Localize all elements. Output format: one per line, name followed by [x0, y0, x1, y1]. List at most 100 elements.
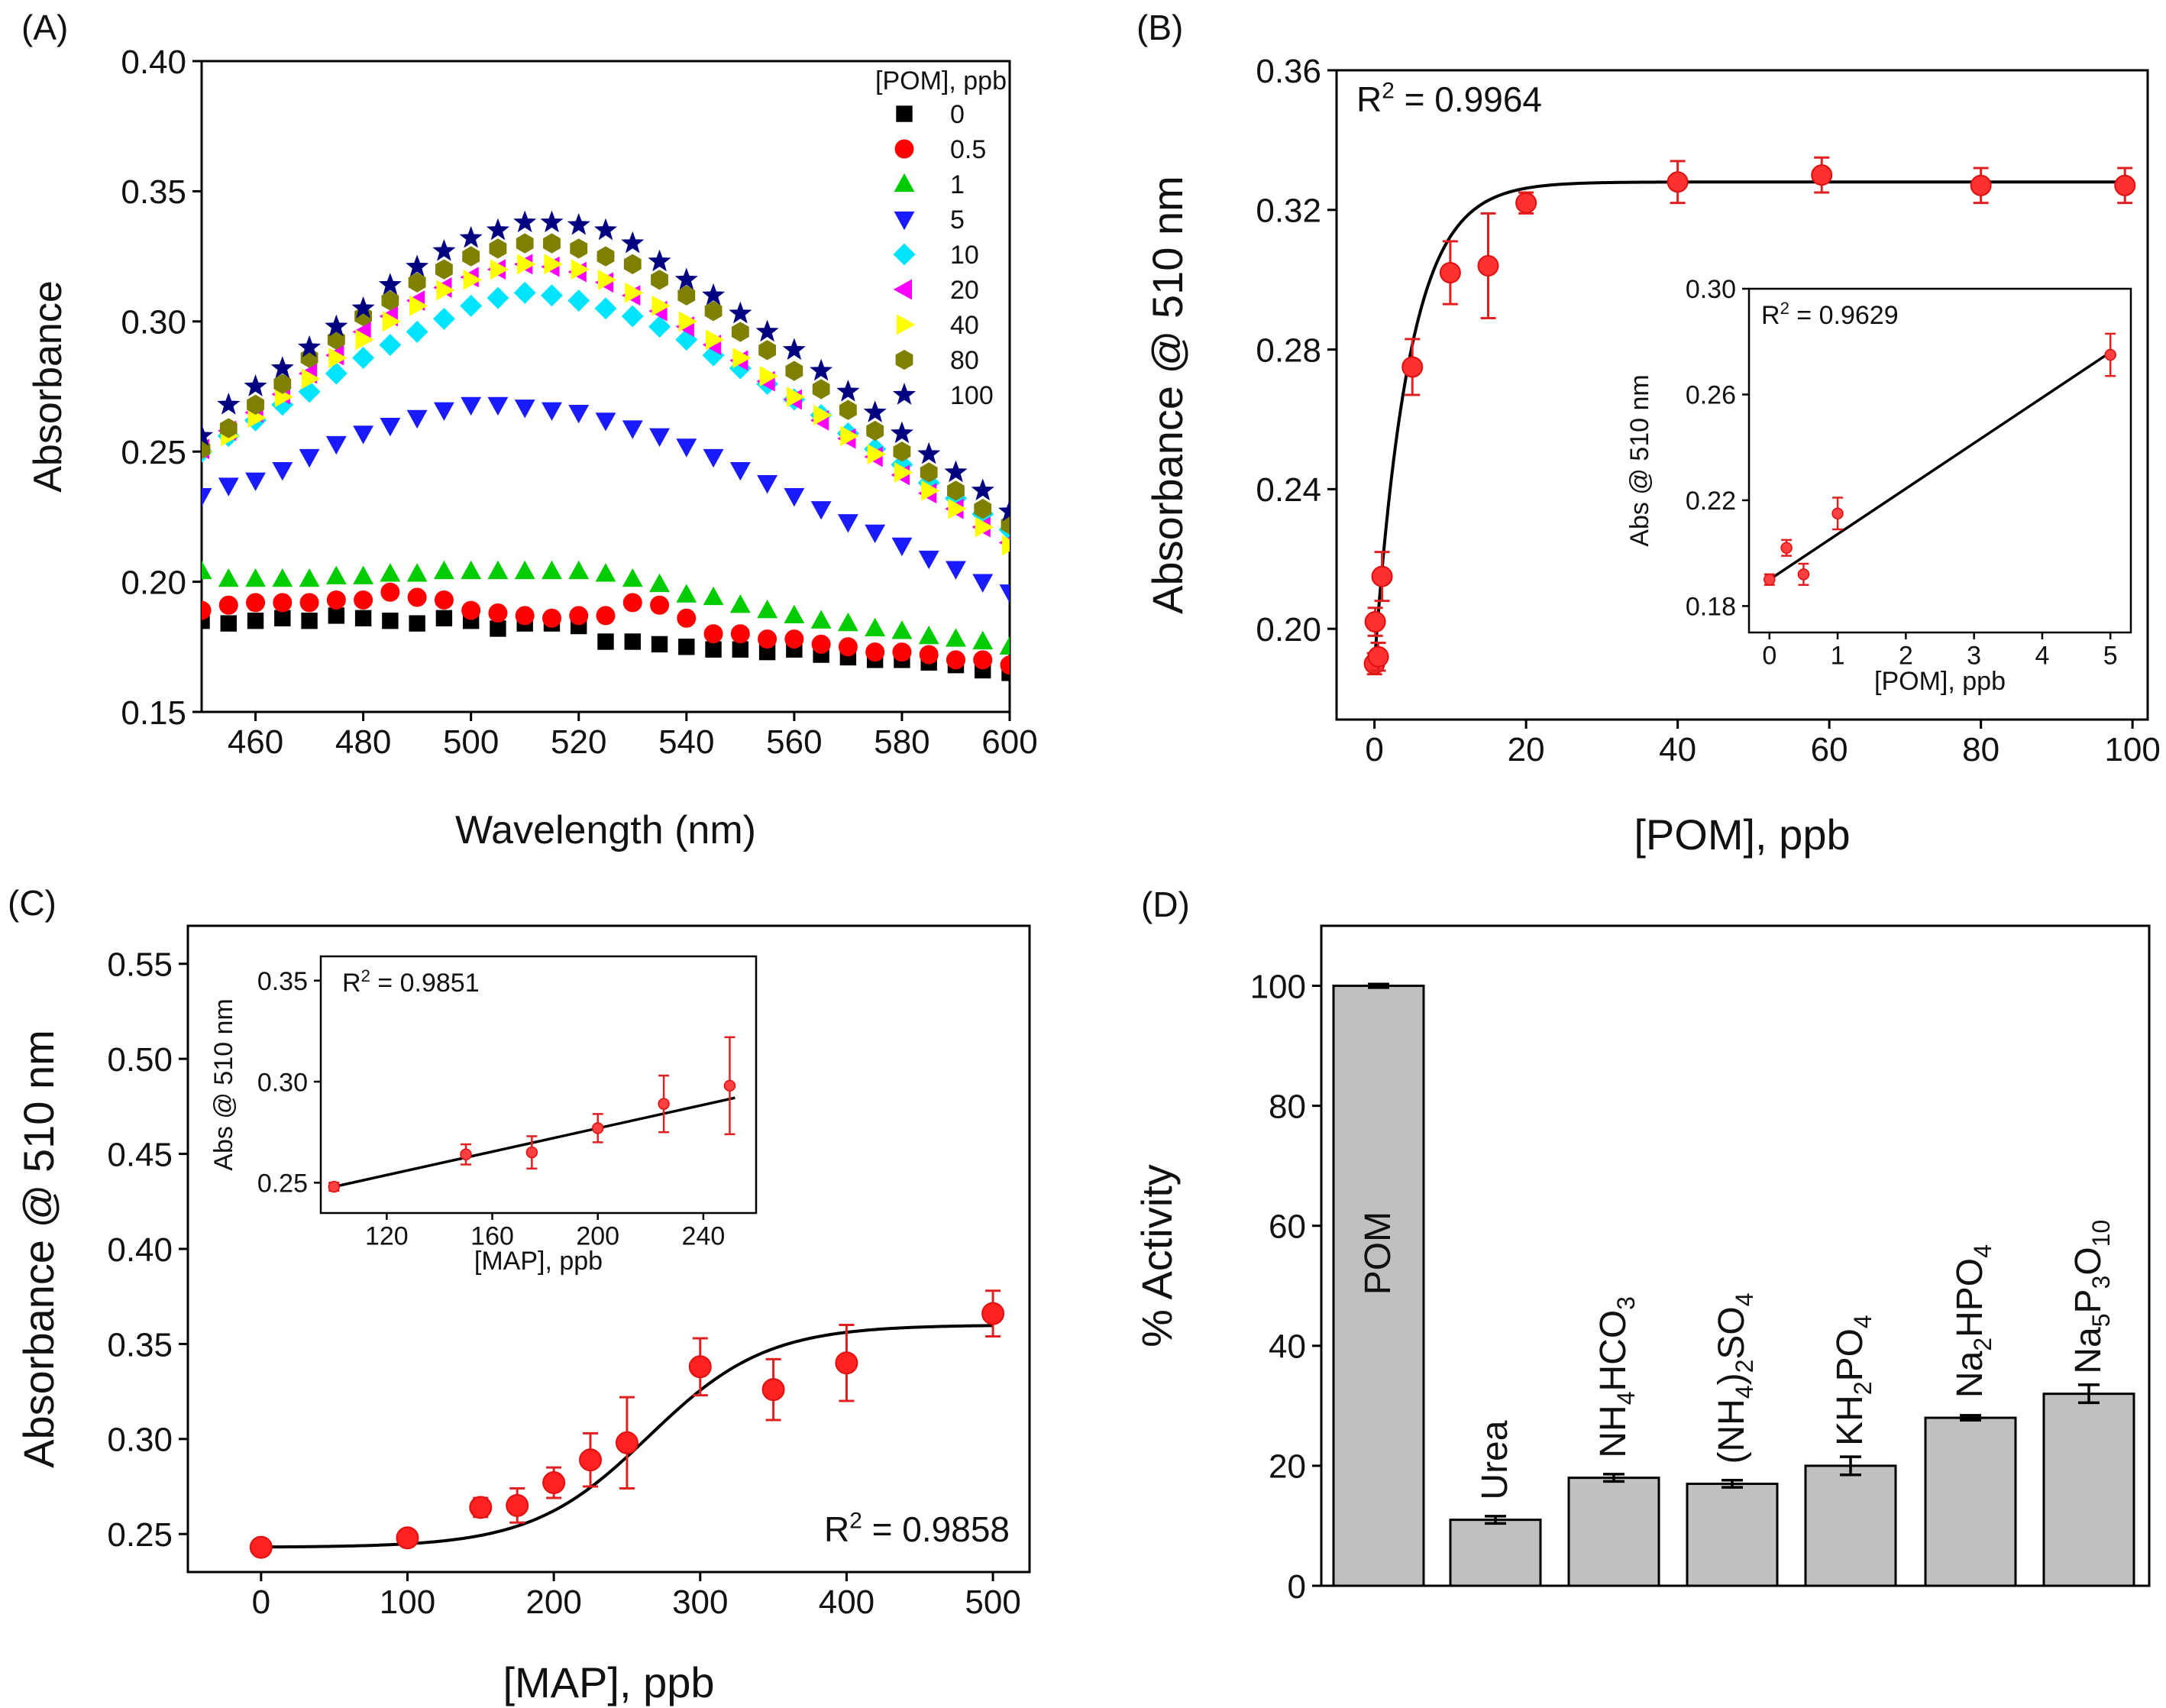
data-point-1	[461, 560, 482, 580]
plot-frame	[1335, 69, 2149, 721]
data-point-0	[435, 610, 453, 627]
data-point-5	[999, 584, 1010, 603]
panel-c-x-tick-label: 200	[525, 1583, 581, 1621]
data-point-0	[354, 610, 372, 627]
panel-label: (D)	[1141, 885, 1190, 924]
inset-c-y-axis-title: Abs @ 510 nm	[209, 998, 238, 1170]
panel-d-y-tick-label: 0	[1288, 1568, 1306, 1606]
data-point-5	[649, 428, 670, 447]
data-point-100	[513, 210, 537, 233]
panel-c-data-point	[615, 1431, 638, 1454]
data-point-1	[299, 568, 320, 587]
inset-b-x-tick-label: 5	[2103, 641, 2118, 670]
data-point-5	[514, 400, 535, 419]
data-point-5	[757, 474, 778, 494]
data-point-40	[355, 329, 374, 351]
data-point-5	[946, 561, 966, 580]
panel-c-data-point	[835, 1351, 858, 1375]
data-point-80	[462, 246, 480, 267]
inset-b-y-tick-label: 0.18	[1686, 593, 1736, 622]
panel-label: (A)	[21, 8, 68, 47]
data-point-100	[244, 374, 267, 396]
legend-marker-0_5	[894, 139, 914, 159]
series-5	[202, 396, 1010, 603]
inset-c-x-tick-label: 200	[576, 1221, 619, 1250]
data-point-40	[786, 387, 806, 408]
data-point-1	[676, 584, 697, 603]
legend-label: 1	[950, 170, 965, 199]
data-point-100	[406, 254, 429, 277]
data-point-5	[865, 524, 886, 544]
bar-label: Na2HPO4	[1950, 1244, 1996, 1398]
bar-label: POM	[1358, 1211, 1398, 1295]
data-point-80	[219, 418, 238, 438]
panel-b-r-squared: R2 = 0.9964	[1356, 79, 1542, 119]
panel-c-y-tick-label: 0.25	[107, 1516, 173, 1554]
inset-c-fit-line	[333, 1096, 735, 1189]
data-point-0	[409, 615, 425, 632]
panel-b-data-point	[1367, 645, 1389, 668]
panel-d: 0 20 40 60 80 100 % Activity POM Urea NH4HCO3 (NH4…	[1133, 924, 2151, 1606]
panel-c-y-tick-label: 0.30	[107, 1422, 173, 1459]
data-point-100	[971, 478, 994, 501]
data-point-0_5	[919, 645, 939, 665]
data-point-100	[674, 267, 698, 290]
bar-label: Urea	[1475, 1420, 1515, 1499]
panel-label: (B)	[1136, 8, 1183, 47]
data-point-1	[542, 560, 562, 580]
data-point-10	[460, 294, 483, 317]
panel-a-y-tick-label: 0.20	[121, 564, 186, 601]
data-point-80	[704, 300, 723, 322]
inset-b-data-point	[1797, 568, 1810, 581]
inset-b-r-squared: R2 = 0.9629	[1761, 299, 1899, 330]
data-point-5	[353, 425, 374, 445]
inset-c-y-tick-label: 0.30	[257, 1068, 308, 1097]
data-point-80	[812, 379, 830, 400]
panel-c-data-point	[981, 1302, 1005, 1325]
data-point-1	[380, 563, 401, 582]
data-point-5	[433, 402, 454, 421]
data-point-0_5	[434, 590, 454, 610]
panel-b-y-tick-label: 0.20	[1256, 611, 1321, 649]
data-point-80	[273, 374, 292, 394]
panel-a: 460 480 500 520 540 560 580 6000.150.200.250.30…	[26, 44, 1038, 852]
data-point-100	[202, 423, 214, 446]
data-point-0	[247, 613, 264, 629]
data-point-5	[487, 396, 509, 416]
panel-a-x-tick-label: 560	[766, 723, 822, 761]
data-point-0_5	[542, 608, 561, 628]
legend-marker-1	[894, 173, 915, 192]
data-point-1	[972, 630, 994, 650]
data-point-0_5	[758, 629, 777, 649]
inset-b-y-axis-title: Abs @ 510 nm	[1625, 374, 1654, 546]
data-point-40	[625, 282, 644, 303]
panel-c-data-point	[396, 1526, 419, 1550]
panel-a-y-tick-label: 0.35	[121, 173, 186, 211]
data-point-1	[568, 560, 590, 580]
data-point-5	[837, 514, 858, 533]
data-point-0	[301, 613, 318, 629]
data-point-0_5	[865, 642, 885, 662]
data-point-80	[408, 272, 426, 293]
inset-c-data-point	[658, 1098, 670, 1110]
data-point-5	[891, 537, 913, 557]
bar-label: Na5P3O10	[2068, 1220, 2115, 1374]
data-point-80	[489, 238, 507, 259]
data-point-0_5	[892, 642, 912, 662]
data-point-80	[920, 462, 938, 483]
panel-b-data-point	[1970, 174, 1992, 196]
panel-c-data-point	[249, 1535, 273, 1559]
data-point-0	[597, 633, 614, 650]
panel-c-x-tick-label: 500	[965, 1583, 1020, 1621]
data-point-0_5	[703, 624, 723, 644]
panel-b-data-point	[1439, 262, 1461, 284]
data-point-80	[785, 361, 803, 381]
panel-b-data-point	[1364, 611, 1386, 633]
inset-c-y-tick-label: 0.35	[257, 967, 308, 996]
inset-b-x-tick-label: 1	[1831, 641, 1845, 670]
data-point-40	[705, 329, 725, 351]
inset-b-x-axis-title: [POM], ppb	[1874, 667, 2006, 696]
panel-c-y-tick-label: 0.55	[107, 946, 173, 984]
data-point-5	[325, 435, 347, 455]
legend-marker-40	[896, 314, 916, 335]
